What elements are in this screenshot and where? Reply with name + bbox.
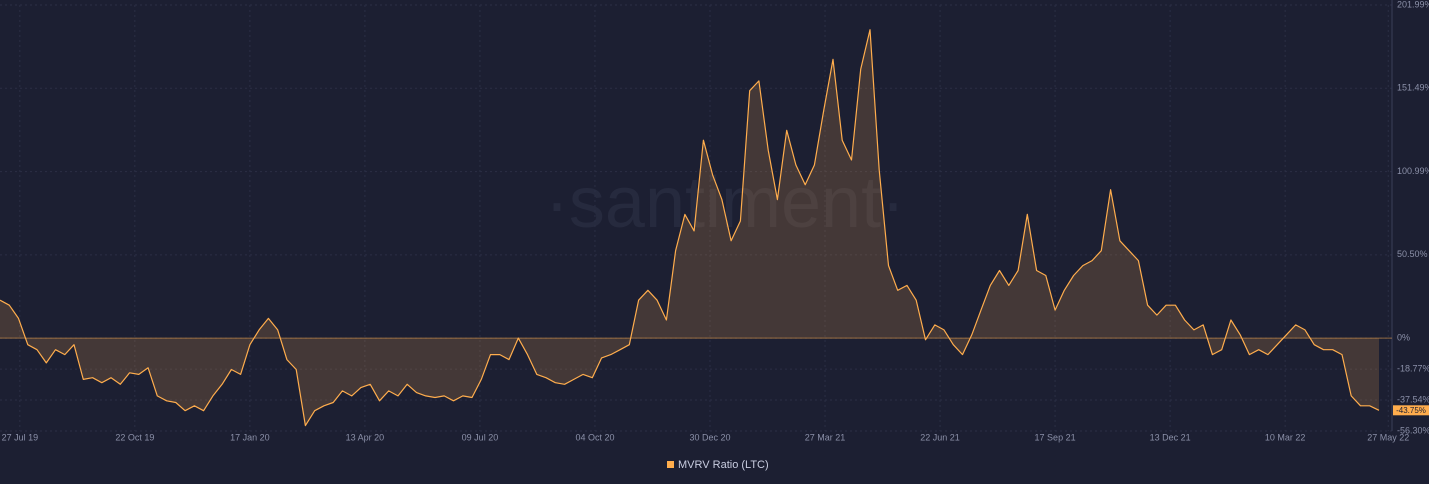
y-tick-label: 100.99% [1397,166,1429,176]
x-tick-label: 13 Dec 21 [1150,432,1191,442]
x-tick-label: 27 Jul 19 [2,432,39,442]
x-tick-label: 30 Dec 20 [689,432,730,442]
legend-swatch [667,461,674,468]
y-tick-label: -18.77% [1397,363,1429,373]
x-tick-label: 04 Oct 20 [575,432,614,442]
y-tick-label: -56.30% [1397,425,1429,435]
x-tick-label: 22 Oct 19 [115,432,154,442]
x-tick-label: 13 Apr 20 [346,432,385,442]
y-tick-label: 0% [1397,333,1410,343]
value-badge [1393,405,1429,416]
x-tick-label: 17 Sep 21 [1035,432,1076,442]
x-tick-label: 27 Mar 21 [805,432,846,442]
line [0,29,1380,427]
y-tick-label: -37.54% [1397,394,1429,404]
x-tick-label: 09 Jul 20 [462,432,499,442]
watermark: ·santiment· [545,163,905,243]
legend-label: MVRV Ratio (LTC) [678,459,769,471]
area-fill [0,29,1379,426]
x-tick-label: 17 Jan 20 [230,432,270,442]
x-tick-label: 10 Mar 22 [1265,432,1306,442]
y-tick-label: 201.99% [1397,0,1429,9]
y-tick-label: 151.49% [1397,83,1429,93]
value-badge-label: -43.75% [1396,406,1426,415]
x-tick-label: 27 May 22 [1367,432,1409,442]
legend: MVRV Ratio (LTC) [667,459,769,471]
y-tick-label: 50.50% [1397,249,1428,259]
x-tick-label: 22 Jun 21 [920,432,960,442]
